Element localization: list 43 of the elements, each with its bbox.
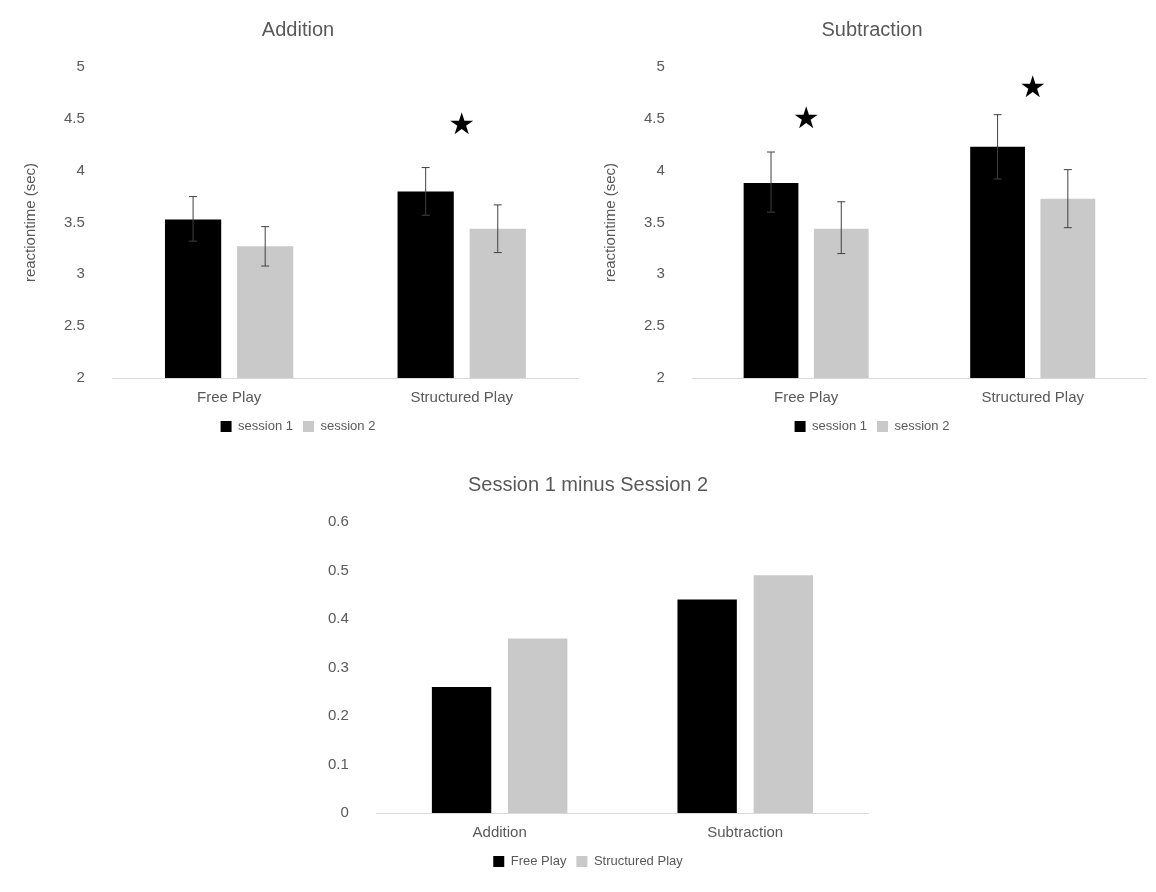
legend-label: session 1 xyxy=(812,418,867,434)
bar xyxy=(508,638,568,813)
bar xyxy=(431,686,492,813)
y-tick-label: 0.4 xyxy=(327,609,349,627)
y-tick-label: 2.5 xyxy=(63,316,85,334)
y-tick-label: 3 xyxy=(76,264,85,282)
y-tick-label: 2.5 xyxy=(643,316,665,334)
y-tick-label: 3 xyxy=(656,264,665,282)
y-tick-label: 0.3 xyxy=(327,657,349,675)
legend-label: session 2 xyxy=(894,418,950,434)
bar xyxy=(753,575,813,813)
y-tick-label: 0 xyxy=(340,803,349,821)
y-tick-label: 5 xyxy=(656,57,665,75)
legend-label: session 2 xyxy=(320,418,376,434)
y-tick-label: 3.5 xyxy=(63,212,85,230)
x-tick-label: Structured Play xyxy=(981,388,1085,406)
y-tick-label: 4 xyxy=(656,160,665,178)
chart-title: Subtraction xyxy=(821,17,923,40)
y-tick-label: 2 xyxy=(656,368,665,386)
y-tick-label: 0.2 xyxy=(327,706,349,724)
legend-label: session 1 xyxy=(238,418,293,434)
legend-label: Structured Play xyxy=(593,853,684,869)
y-axis-title: reactiontime (sec) xyxy=(21,162,39,283)
y-axis-title: reactiontime (sec) xyxy=(601,162,619,283)
annotation: ★ xyxy=(1019,70,1047,104)
y-tick-label: 0.6 xyxy=(327,512,349,530)
chart-title: Addition xyxy=(261,17,335,40)
y-tick-label: 0.1 xyxy=(327,754,349,772)
y-tick-label: 4 xyxy=(76,160,85,178)
y-tick-label: 0.5 xyxy=(327,560,349,578)
y-tick-label: 2 xyxy=(76,368,85,386)
annotation: ★ xyxy=(792,101,820,135)
bar xyxy=(677,599,737,813)
y-tick-label: 3.5 xyxy=(643,212,665,230)
x-tick-label: Free Play xyxy=(197,388,262,406)
y-tick-label: 4.5 xyxy=(63,108,85,126)
annotation: ★ xyxy=(448,107,476,141)
legend-label: Free Play xyxy=(510,853,567,869)
x-tick-label: Structured Play xyxy=(410,388,514,406)
y-tick-label: 4.5 xyxy=(643,108,665,126)
chart-title: Session 1 minus Session 2 xyxy=(467,472,709,495)
x-tick-label: Free Play xyxy=(774,388,839,406)
y-tick-label: 5 xyxy=(76,57,85,75)
